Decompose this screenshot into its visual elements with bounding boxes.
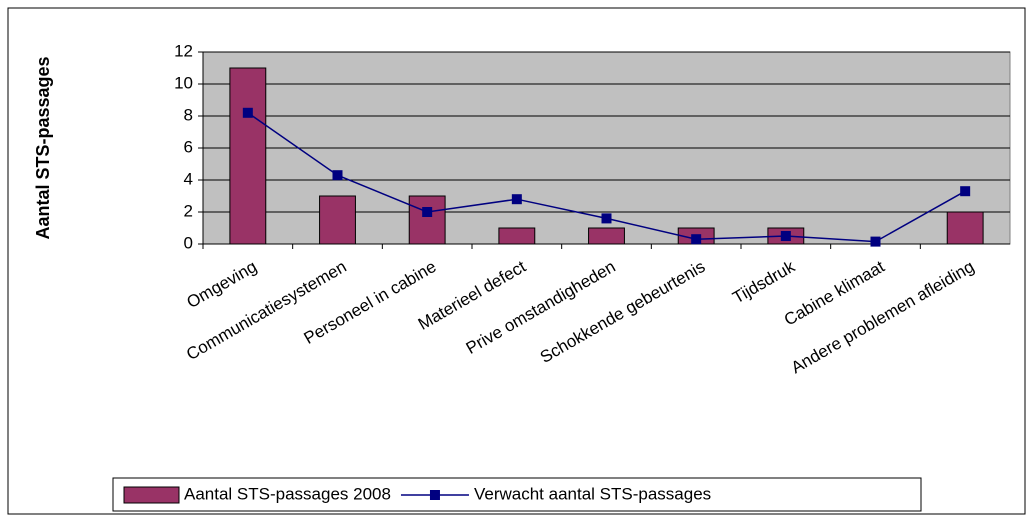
legend-label: Aantal STS-passages 2008: [184, 484, 391, 503]
legend-box: [112, 477, 922, 512]
bar: [229, 67, 267, 245]
bar: [946, 211, 984, 245]
legend-swatch: [123, 486, 180, 504]
marker: [422, 207, 433, 217]
marker: [601, 213, 612, 224]
y-tick-label: 12: [174, 41, 193, 60]
bar: [588, 227, 625, 245]
marker: [691, 234, 702, 245]
y-tick-label: 2: [184, 201, 193, 220]
bar: [408, 195, 446, 245]
y-tick-label: 8: [184, 105, 193, 124]
marker: [242, 107, 253, 118]
y-tick-label: 0: [184, 233, 193, 252]
marker: [960, 186, 971, 197]
legend-marker: [429, 490, 440, 500]
y-tick-label: 6: [184, 137, 193, 156]
bar: [498, 227, 536, 245]
marker: [332, 170, 343, 181]
marker: [870, 236, 881, 247]
y-tick-label: 10: [174, 73, 193, 92]
bar: [319, 195, 356, 245]
y-tick-label: 4: [184, 169, 193, 188]
marker: [780, 231, 791, 241]
y-axis-title: Aantal STS-passages: [33, 56, 53, 239]
legend-label: Verwacht aantal STS-passages: [474, 484, 711, 503]
marker: [511, 194, 522, 205]
